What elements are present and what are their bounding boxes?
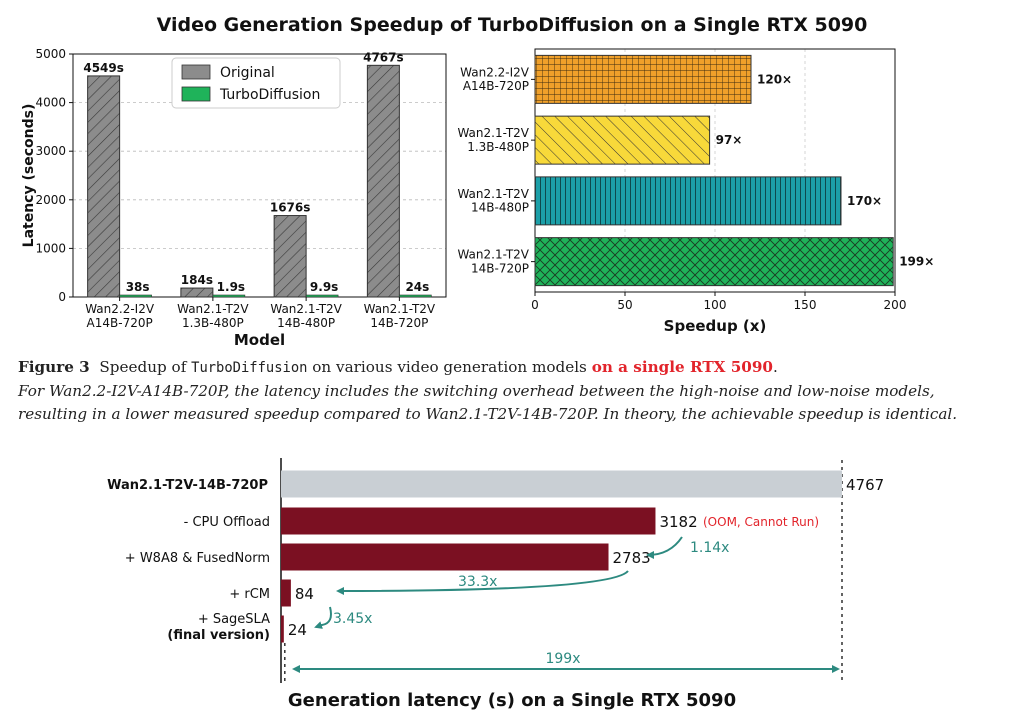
caption-highlight: on a single RTX 5090: [591, 358, 773, 376]
y-tick-label: 0: [58, 290, 66, 304]
x-tick-label: Wan2.1-T2V 1.3B-480P: [177, 302, 249, 330]
bar-original: [180, 287, 214, 298]
speedup-label: 97×: [716, 133, 743, 147]
speedup-bar-chart: 0 50 100 150 200 120× Wan2.2-I2V A14B-720P 97× Wa…: [457, 48, 934, 335]
figure-label: Figure 3: [18, 358, 90, 376]
bar-label-turbodiffusion: 1.9s: [217, 280, 245, 294]
latency-bar: [281, 470, 842, 498]
latency-value: 2783: [613, 549, 651, 567]
category-label: + W8A8 & FusedNorm: [125, 551, 270, 566]
x-axis-label: Model: [234, 331, 285, 349]
bar-turbodiffusion: [212, 294, 246, 298]
x-axis-label: Speedup (x): [664, 317, 767, 335]
figure-title: Video Generation Speedup of TurboDiffusi…: [156, 14, 868, 36]
speedup-arrow: [646, 536, 683, 559]
legend-label-original: Original: [220, 65, 275, 81]
caption-note: For Wan2.2-I2V-A14B-720P, the latency in…: [18, 382, 958, 423]
x-tick-label: 0: [531, 298, 539, 312]
speedup-bar: [534, 176, 842, 226]
legend-swatch-original: [181, 64, 211, 80]
latency-bar: [281, 579, 291, 607]
speedup-arrow: [336, 570, 629, 595]
y-tick-label: 5000: [35, 47, 66, 61]
y-tick-label: Wan2.1-T2V 14B-480P: [457, 187, 529, 215]
y-tick-label: 2000: [35, 193, 66, 207]
category-label: (final version): [167, 628, 270, 643]
speedup-label: 120×: [757, 72, 792, 86]
x-tick-label: 200: [884, 298, 907, 312]
latency-bar: [281, 507, 656, 535]
x-tick-label: Wan2.1-T2V 14B-480P: [270, 302, 342, 330]
y-tick-label: Wan2.2-I2V A14B-720P: [460, 65, 530, 93]
bar-original: [366, 64, 400, 298]
x-tick-label: Wan2.1-T2V 14B-720P: [364, 302, 436, 330]
y-tick-label: 3000: [35, 144, 66, 158]
y-tick-label: 1000: [35, 241, 66, 255]
latency-value: 4767: [846, 476, 884, 494]
speedup-label: 199×: [899, 255, 934, 269]
y-tick-label: Wan2.1-T2V 14B-720P: [457, 248, 529, 276]
speedup-bar: [534, 54, 752, 104]
bar-original: [87, 75, 121, 298]
x-tick-label: 150: [794, 298, 817, 312]
bar-label-turbodiffusion: 24s: [405, 280, 429, 294]
latency-value: 3182: [659, 513, 697, 531]
latency-value: 24: [288, 621, 307, 639]
bar-label-original: 1676s: [270, 201, 311, 215]
latency-breakdown-chart: 4767 3182 2783 84 24 Wan2.1-T2V-14B-720P - CPU…: [107, 458, 884, 683]
bar-label-turbodiffusion: 38s: [126, 280, 150, 294]
caption-mono: TurboDiffusion: [191, 360, 308, 376]
latency-bar-chart: 0 1000 2000 3000 4000 5000 4549s 38s Wan2.2-I2V A…: [21, 47, 447, 349]
category-label: + SageSLA: [198, 612, 270, 627]
plot-frame: [534, 48, 896, 293]
x-tick-label: 100: [704, 298, 727, 312]
y-tick-label: Wan2.1-T2V 1.3B-480P: [457, 126, 529, 154]
bar-label-original: 184s: [181, 273, 213, 287]
speedup-bar: [534, 237, 894, 287]
bar-original: [273, 215, 307, 298]
category-label: Wan2.1-T2V-14B-720P: [107, 478, 268, 493]
figure-caption: Figure 3 Speedup of TurboDiffusion on va…: [18, 356, 1008, 426]
latency-value: 84: [295, 585, 314, 603]
category-label: - CPU Offload: [184, 515, 270, 530]
y-tick-label: 4000: [35, 96, 66, 110]
bar-turbodiffusion: [119, 294, 152, 298]
bar-label-original: 4767s: [363, 50, 404, 64]
bar-turbodiffusion: [305, 294, 339, 298]
x-tick-label: Wan2.2-I2V A14B-720P: [85, 302, 155, 330]
caption-text-a: Speedup of: [99, 358, 192, 376]
speedup-annotation: 3.45x: [333, 611, 372, 627]
legend-swatch-turbodiffusion: [181, 86, 211, 102]
total-speedup-annotation: 199x: [545, 651, 580, 667]
y-axis-label: Latency (seconds): [21, 104, 37, 248]
breakdown-title: Generation latency (s) on a Single RTX 5…: [287, 690, 737, 711]
caption-text-b: on various video generation models: [307, 358, 592, 376]
speedup-bar: [534, 115, 711, 165]
caption-text-c: .: [772, 358, 778, 376]
latency-bar: [281, 615, 284, 643]
bar-turbodiffusion: [399, 294, 432, 298]
legend-label-turbodiffusion: TurboDiffusion: [219, 87, 320, 103]
plot-frame: [72, 53, 447, 298]
bar-label-original: 4549s: [83, 61, 124, 75]
speedup-annotation: 33.3x: [458, 574, 497, 590]
speedup-label: 170×: [847, 194, 882, 208]
x-tick-label: 50: [617, 298, 632, 312]
oom-annotation: (OOM, Cannot Run): [703, 515, 819, 529]
latency-bar: [281, 543, 609, 571]
speedup-arrow: [314, 606, 332, 629]
category-label: + rCM: [229, 587, 270, 602]
legend-box: [171, 57, 341, 109]
speedup-annotation: 1.14x: [690, 540, 729, 556]
bar-label-turbodiffusion: 9.9s: [310, 280, 338, 294]
